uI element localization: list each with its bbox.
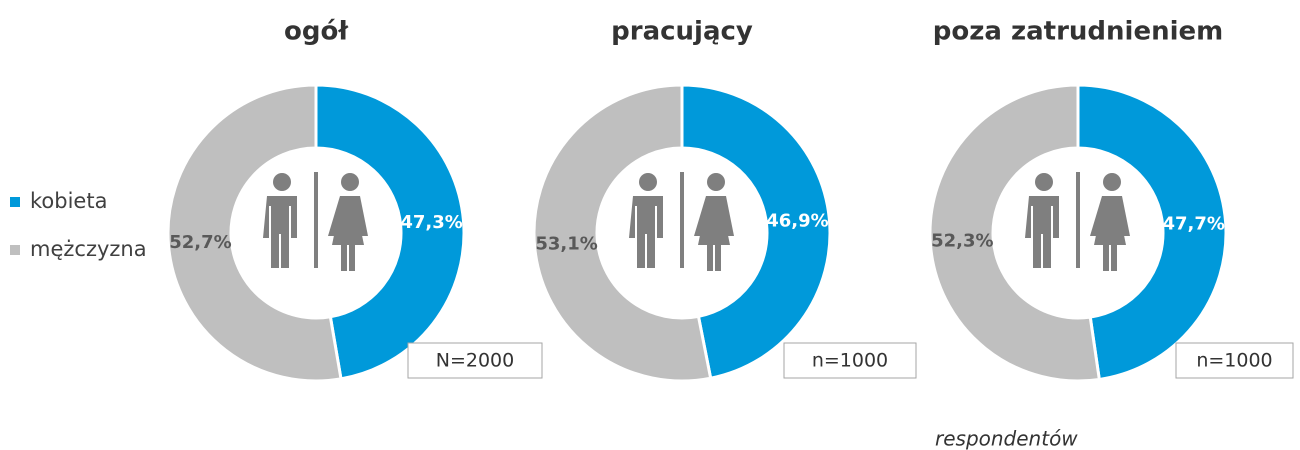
sample-size: N=2000 <box>436 350 515 372</box>
donut-slice <box>1076 83 1228 382</box>
woman-body <box>694 196 734 271</box>
chart-title: ogół <box>284 17 349 47</box>
woman-head <box>1103 173 1121 191</box>
chart-title: poza zatrudnieniem <box>933 17 1223 47</box>
man-head <box>273 173 291 191</box>
woman-head <box>341 173 359 191</box>
data-label: 47,3% <box>400 212 462 233</box>
sample-box <box>1175 342 1294 379</box>
donut-slice <box>928 83 1102 383</box>
man-body <box>629 196 663 268</box>
man-body <box>263 196 297 268</box>
chart-title: pracujący <box>611 17 753 47</box>
legend-swatch <box>10 197 20 207</box>
donut-slice <box>166 83 343 383</box>
woman-body <box>1090 196 1130 271</box>
data-label: 46,9% <box>766 211 828 232</box>
sample-size: n=1000 <box>812 350 888 372</box>
data-label: 47,7% <box>1162 214 1224 235</box>
data-label: 53,1% <box>535 233 597 254</box>
man-head <box>1035 173 1053 191</box>
legend-swatch <box>10 245 20 255</box>
man-head <box>639 173 657 191</box>
sample-box <box>783 342 917 379</box>
data-label: 52,3% <box>931 230 993 251</box>
sample-box <box>407 342 543 379</box>
legend-label: kobieta <box>30 189 107 213</box>
note: respondentów <box>935 427 1078 450</box>
donut-slice <box>314 83 466 381</box>
sample-size: n=1000 <box>1196 350 1272 372</box>
man-body <box>1025 196 1059 268</box>
donut-slice <box>532 83 713 383</box>
data-label: 52,7% <box>169 232 231 253</box>
donut-slice <box>680 83 832 380</box>
woman-body <box>328 196 368 271</box>
legend-label: mężczyzna <box>30 237 147 261</box>
woman-head <box>707 173 725 191</box>
